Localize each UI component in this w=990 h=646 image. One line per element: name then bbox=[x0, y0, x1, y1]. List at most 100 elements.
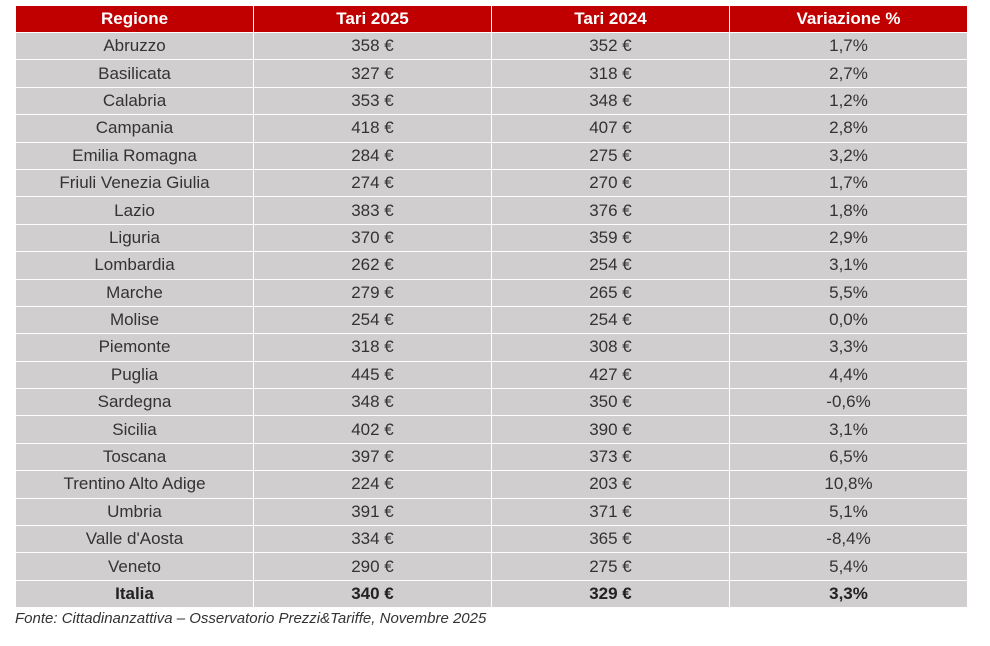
table-row: Liguria 370 €359 €2,9% bbox=[15, 223, 968, 253]
table-cell: Marche bbox=[15, 278, 254, 307]
table-cell: 402 € bbox=[253, 415, 492, 444]
table-cell: Sardegna bbox=[15, 388, 254, 417]
table-cell: 397 € bbox=[253, 442, 492, 472]
table-cell: 290 € bbox=[253, 552, 492, 581]
table-cell: 350 € bbox=[491, 388, 730, 417]
table-cell: 348 € bbox=[491, 86, 730, 116]
total-cell: Italia bbox=[15, 579, 254, 609]
table-cell: 353 € bbox=[253, 86, 492, 116]
table-row: Toscana 397 €373 €6,5% bbox=[15, 442, 968, 472]
table-cell: 0,0% bbox=[729, 305, 968, 335]
table-cell: 427 € bbox=[491, 360, 730, 390]
table-row: Lombardia 262 €254 €3,1% bbox=[15, 251, 968, 280]
header-cell: Tari 2024 bbox=[491, 5, 730, 33]
table-cell: 308 € bbox=[491, 333, 730, 362]
table-cell: 10,8% bbox=[729, 470, 968, 499]
total-cell: 329 € bbox=[491, 579, 730, 609]
table-cell: Campania bbox=[15, 114, 254, 143]
table-row: Friuli Venezia Giulia 274 €270 €1,7% bbox=[15, 168, 968, 198]
table-cell: -0,6% bbox=[729, 388, 968, 417]
table-cell: Emilia Romagna bbox=[15, 141, 254, 170]
table-cell: 265 € bbox=[491, 278, 730, 307]
table-cell: 1,7% bbox=[729, 168, 968, 198]
table-row: Veneto 290 €275 €5,4% bbox=[15, 552, 968, 581]
table-row: Valle d'Aosta 334 €365 € -8,4% bbox=[15, 525, 968, 554]
table-cell: Valle d'Aosta bbox=[15, 525, 254, 554]
table-cell: 203 € bbox=[491, 470, 730, 499]
header-cell: Tari 2025 bbox=[253, 5, 492, 33]
table-cell: Veneto bbox=[15, 552, 254, 581]
table-cell: 3,2% bbox=[729, 141, 968, 170]
table-cell: 376 € bbox=[491, 196, 730, 225]
table-cell: 407 € bbox=[491, 114, 730, 143]
table-row: Calabria 353 €348 €1,2% bbox=[15, 86, 968, 116]
table-cell: 254 € bbox=[491, 251, 730, 280]
table-row: Piemonte 318 €308 €3,3% bbox=[15, 333, 968, 362]
header-cell: Variazione % bbox=[729, 5, 968, 33]
table-cell: 254 € bbox=[491, 305, 730, 335]
table-cell: 254 € bbox=[253, 305, 492, 335]
table-cell: 390 € bbox=[491, 415, 730, 444]
table-cell: Sicilia bbox=[15, 415, 254, 444]
table-cell: Trentino Alto Adige bbox=[15, 470, 254, 499]
table-cell: Puglia bbox=[15, 360, 254, 390]
data-table: Regione Tari 2025 Tari 2024 Variazione % Ab… bbox=[15, 5, 968, 609]
table-cell: 371 € bbox=[491, 497, 730, 527]
table-cell: 334 € bbox=[253, 525, 492, 554]
table-cell: 327 € bbox=[253, 59, 492, 88]
table-cell: 5,4% bbox=[729, 552, 968, 581]
table-cell: -8,4% bbox=[729, 525, 968, 554]
table-cell: 445 € bbox=[253, 360, 492, 390]
table-row: Trentino Alto Adige 224 €203 €10,8% bbox=[15, 470, 968, 499]
table-cell: 1,2% bbox=[729, 86, 968, 116]
table-cell: Abruzzo bbox=[15, 31, 254, 61]
table-cell: 224 € bbox=[253, 470, 492, 499]
table-cell: 275 € bbox=[491, 552, 730, 581]
table-cell: 358 € bbox=[253, 31, 492, 61]
table-cell: 318 € bbox=[253, 333, 492, 362]
table-cell: 2,7% bbox=[729, 59, 968, 88]
table-cell: 373 € bbox=[491, 442, 730, 472]
table-cell: 391 € bbox=[253, 497, 492, 527]
table-cell: 318 € bbox=[491, 59, 730, 88]
table-cell: 370 € bbox=[253, 223, 492, 253]
table-cell: 383 € bbox=[253, 196, 492, 225]
table-row: Lazio 383 €376 €1,8% bbox=[15, 196, 968, 225]
table-cell: 270 € bbox=[491, 168, 730, 198]
table-cell: 348 € bbox=[253, 388, 492, 417]
table-cell: 279 € bbox=[253, 278, 492, 307]
table-cell: 1,8% bbox=[729, 196, 968, 225]
table-row: Puglia 445 €427 €4,4% bbox=[15, 360, 968, 390]
total-cell: 340 € bbox=[253, 579, 492, 609]
table-row: Campania 418 €407 €2,8% bbox=[15, 114, 968, 143]
table-row: Marche 279 €265 €5,5% bbox=[15, 278, 968, 307]
table-cell: 5,5% bbox=[729, 278, 968, 307]
table-row: Umbria 391 €371 €5,1% bbox=[15, 497, 968, 527]
table-cell: Molise bbox=[15, 305, 254, 335]
table-cell: 365 € bbox=[491, 525, 730, 554]
header-row: Regione Tari 2025 Tari 2024 Variazione % bbox=[15, 5, 968, 33]
table-cell: Umbria bbox=[15, 497, 254, 527]
table-cell: Friuli Venezia Giulia bbox=[15, 168, 254, 198]
table-cell: 6,5% bbox=[729, 442, 968, 472]
table-cell: 274 € bbox=[253, 168, 492, 198]
table-cell: Calabria bbox=[15, 86, 254, 116]
table-cell: Piemonte bbox=[15, 333, 254, 362]
table-cell: 2,9% bbox=[729, 223, 968, 253]
table-cell: 3,3% bbox=[729, 333, 968, 362]
table-cell: Lazio bbox=[15, 196, 254, 225]
header-cell: Regione bbox=[15, 5, 254, 33]
table-cell: 3,1% bbox=[729, 415, 968, 444]
table-cell: Toscana bbox=[15, 442, 254, 472]
table-row: Sicilia 402 €390 €3,1% bbox=[15, 415, 968, 444]
table-cell: 3,1% bbox=[729, 251, 968, 280]
table-cell: Lombardia bbox=[15, 251, 254, 280]
table-row: Emilia Romagna 284 €275 €3,2% bbox=[15, 141, 968, 170]
table-row: Sardegna 348 €350 € -0,6% bbox=[15, 388, 968, 417]
table-cell: 1,7% bbox=[729, 31, 968, 61]
table-header: Regione Tari 2025 Tari 2024 Variazione % bbox=[15, 5, 968, 33]
source-note: Fonte: Cittadinanzattiva – Osservatorio … bbox=[15, 610, 487, 627]
table-cell: Basilicata bbox=[15, 59, 254, 88]
table-cell: Liguria bbox=[15, 223, 254, 253]
